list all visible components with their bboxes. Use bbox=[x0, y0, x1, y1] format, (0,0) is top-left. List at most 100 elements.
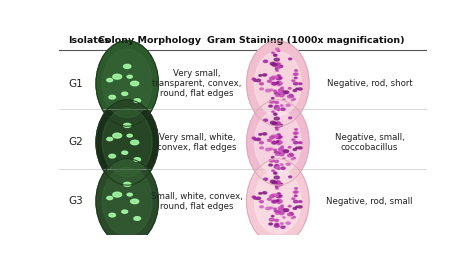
Circle shape bbox=[276, 122, 280, 124]
Circle shape bbox=[109, 154, 116, 158]
Circle shape bbox=[264, 119, 268, 121]
Circle shape bbox=[277, 50, 280, 52]
Circle shape bbox=[273, 76, 278, 79]
Circle shape bbox=[279, 209, 283, 211]
Circle shape bbox=[279, 153, 284, 156]
Circle shape bbox=[275, 95, 279, 97]
Circle shape bbox=[131, 140, 139, 145]
Circle shape bbox=[276, 200, 279, 201]
Circle shape bbox=[281, 146, 283, 148]
Circle shape bbox=[283, 209, 289, 211]
Circle shape bbox=[124, 123, 131, 128]
Circle shape bbox=[260, 142, 264, 144]
Circle shape bbox=[296, 88, 298, 89]
Circle shape bbox=[289, 176, 292, 178]
Circle shape bbox=[270, 207, 273, 209]
Circle shape bbox=[276, 152, 278, 153]
Circle shape bbox=[275, 105, 279, 107]
Circle shape bbox=[272, 200, 276, 203]
Circle shape bbox=[273, 142, 277, 144]
Circle shape bbox=[273, 90, 276, 92]
Circle shape bbox=[252, 196, 255, 198]
Circle shape bbox=[283, 152, 285, 153]
Circle shape bbox=[283, 91, 289, 94]
Circle shape bbox=[272, 63, 277, 66]
Circle shape bbox=[272, 98, 274, 99]
Circle shape bbox=[277, 168, 280, 169]
Circle shape bbox=[272, 122, 277, 125]
Circle shape bbox=[295, 188, 298, 189]
Circle shape bbox=[274, 172, 276, 173]
Circle shape bbox=[269, 159, 274, 162]
Ellipse shape bbox=[102, 167, 152, 235]
Circle shape bbox=[281, 167, 285, 169]
Circle shape bbox=[279, 207, 283, 209]
Circle shape bbox=[131, 199, 139, 204]
Circle shape bbox=[279, 212, 284, 215]
Circle shape bbox=[281, 226, 285, 228]
Circle shape bbox=[285, 151, 288, 152]
Circle shape bbox=[280, 223, 283, 224]
Circle shape bbox=[277, 202, 280, 204]
Circle shape bbox=[260, 147, 264, 149]
Circle shape bbox=[283, 150, 289, 153]
Circle shape bbox=[277, 136, 282, 139]
Circle shape bbox=[276, 63, 280, 65]
Circle shape bbox=[277, 81, 281, 83]
Circle shape bbox=[275, 160, 279, 162]
Circle shape bbox=[299, 83, 302, 85]
Circle shape bbox=[292, 80, 295, 82]
Circle shape bbox=[259, 75, 262, 76]
Circle shape bbox=[122, 92, 128, 95]
Circle shape bbox=[273, 83, 277, 85]
Circle shape bbox=[274, 210, 278, 212]
Circle shape bbox=[267, 198, 271, 200]
Ellipse shape bbox=[246, 41, 309, 126]
Circle shape bbox=[277, 134, 280, 136]
Text: Negative, rod, small: Negative, rod, small bbox=[327, 197, 413, 206]
Circle shape bbox=[283, 217, 285, 218]
Circle shape bbox=[270, 136, 274, 139]
Circle shape bbox=[278, 211, 281, 213]
Circle shape bbox=[298, 206, 302, 208]
Circle shape bbox=[293, 200, 298, 203]
Circle shape bbox=[269, 105, 273, 107]
Circle shape bbox=[290, 212, 293, 214]
Circle shape bbox=[277, 199, 281, 201]
Circle shape bbox=[294, 132, 298, 134]
Circle shape bbox=[252, 78, 255, 80]
Circle shape bbox=[254, 80, 257, 81]
Circle shape bbox=[288, 205, 291, 207]
Circle shape bbox=[291, 155, 293, 156]
Circle shape bbox=[127, 193, 132, 196]
Circle shape bbox=[264, 60, 268, 63]
Circle shape bbox=[292, 198, 295, 200]
Circle shape bbox=[272, 82, 276, 85]
Circle shape bbox=[280, 77, 282, 78]
Circle shape bbox=[275, 164, 279, 166]
Circle shape bbox=[275, 127, 278, 128]
Circle shape bbox=[272, 157, 274, 158]
Circle shape bbox=[273, 201, 277, 203]
Circle shape bbox=[293, 98, 295, 100]
Circle shape bbox=[285, 210, 288, 211]
Circle shape bbox=[277, 193, 280, 195]
Circle shape bbox=[277, 140, 281, 142]
Circle shape bbox=[293, 157, 295, 159]
Circle shape bbox=[276, 93, 278, 95]
Circle shape bbox=[294, 195, 297, 197]
Circle shape bbox=[272, 170, 274, 172]
Circle shape bbox=[270, 62, 275, 65]
Circle shape bbox=[131, 81, 139, 86]
Circle shape bbox=[291, 218, 293, 219]
Circle shape bbox=[291, 214, 293, 215]
Circle shape bbox=[291, 158, 293, 160]
Circle shape bbox=[274, 107, 279, 109]
Circle shape bbox=[273, 208, 276, 210]
Text: G1: G1 bbox=[68, 78, 83, 88]
Circle shape bbox=[279, 150, 283, 152]
Circle shape bbox=[279, 148, 283, 150]
Circle shape bbox=[279, 89, 283, 91]
Circle shape bbox=[273, 172, 277, 174]
Circle shape bbox=[279, 150, 281, 152]
